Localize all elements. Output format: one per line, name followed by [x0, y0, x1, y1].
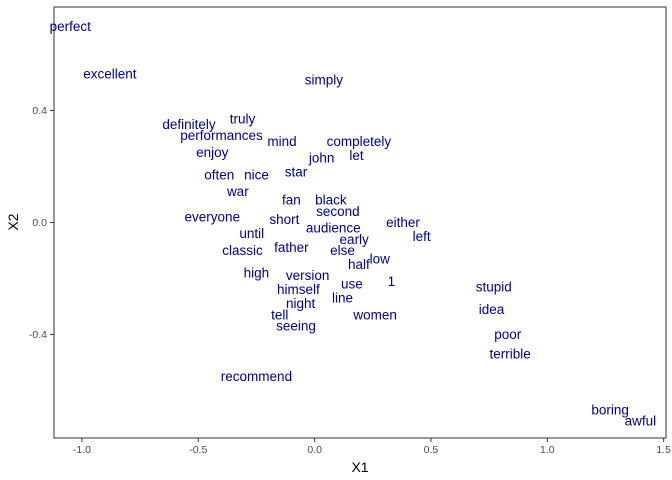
word-label: use [341, 277, 363, 292]
word-label: stupid [476, 279, 512, 294]
word-label: line [332, 291, 353, 306]
word-label: left [413, 229, 431, 244]
word-label: boring [591, 403, 629, 418]
word-label: recommend [221, 369, 292, 384]
word-label: completely [327, 134, 392, 149]
word-label: fan [282, 193, 301, 208]
word-label: early [340, 232, 370, 247]
word-label: truly [230, 111, 256, 126]
x-axis: -1.0 -0.5 0.0 0.5 1.0 1.5 [73, 438, 671, 456]
plot-panel [53, 6, 667, 439]
word-label: else [330, 243, 355, 258]
word-label: enjoy [196, 145, 229, 160]
word-label: john [308, 151, 335, 166]
y-axis: -0.4 0.0 0.4 [29, 105, 54, 341]
word-label: either [386, 215, 420, 230]
word-label: everyone [184, 209, 240, 224]
word-label: short [269, 212, 299, 227]
x-axis-title: X1 [351, 459, 368, 475]
word-label: classic [222, 243, 263, 258]
y-axis-title: X2 [5, 213, 21, 230]
x-tick-label: -0.5 [189, 444, 207, 456]
word-label: night [286, 296, 316, 311]
word-label: often [204, 167, 234, 182]
word-label: terrible [489, 347, 530, 362]
word-label: seeing [276, 319, 316, 334]
word-label: until [239, 226, 264, 241]
word-label: high [244, 265, 270, 280]
word-label: performances [180, 128, 263, 143]
x-tick-label: 1.0 [540, 444, 555, 456]
word-label: nice [244, 167, 269, 182]
word-label: definitely [162, 117, 216, 132]
y-tick-label: 0.0 [32, 217, 47, 229]
y-tick-label: -0.4 [29, 329, 47, 341]
word-label: second [316, 204, 360, 219]
word-label: poor [494, 327, 522, 342]
word-label: simply [305, 72, 344, 87]
word-label: excellent [83, 67, 137, 82]
word-labels: perfect excellent simply truly definitelyper… [50, 19, 657, 429]
word-label: 1 [388, 274, 396, 289]
x-tick-label: 0.5 [424, 444, 439, 456]
word-label: himself [277, 282, 320, 297]
word-label: version [286, 268, 330, 283]
word-label: let [349, 148, 364, 163]
word-label: awful [625, 414, 657, 429]
word-label: perfect [50, 19, 92, 34]
word-label: tell [271, 307, 288, 322]
word-label: star [285, 165, 308, 180]
word-label: mind [267, 134, 296, 149]
word-label: half [348, 257, 370, 272]
word-label: war [226, 184, 249, 199]
word-label: black [315, 193, 347, 208]
word-label: low [370, 251, 391, 266]
word-label: idea [479, 302, 505, 317]
word-label: audience [306, 221, 361, 236]
x-tick-label: -1.0 [73, 444, 91, 456]
word-label: women [352, 307, 397, 322]
word-label: father [274, 240, 309, 255]
x-tick-label: 0.0 [307, 444, 322, 456]
x-tick-label: 1.5 [656, 444, 671, 456]
y-tick-label: 0.4 [32, 105, 47, 117]
